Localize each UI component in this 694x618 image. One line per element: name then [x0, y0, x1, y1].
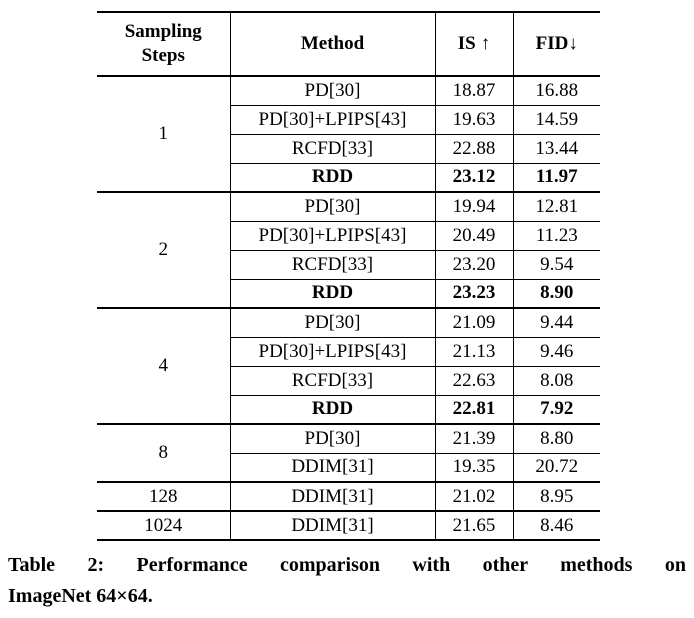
header-sampling-steps-label: Sampling Steps	[124, 21, 202, 66]
is-cell: 21.02	[435, 482, 514, 512]
fid-cell: 14.59	[513, 105, 600, 135]
header-fid: FID↓	[513, 12, 600, 77]
table-row: RCFD[33] 23.20 9.54	[97, 250, 600, 280]
method-cell: PD[30]	[230, 76, 436, 106]
table-row: 1 PD[30] 18.87 16.88	[97, 76, 600, 193]
method-cell: RDD	[230, 163, 436, 193]
header-row: Sampling Steps Method IS ↑ FID↓	[97, 12, 600, 77]
fid-cell: 8.08	[513, 366, 600, 396]
method-cell: RCFD[33]	[230, 250, 436, 280]
is-cell: 20.49	[435, 221, 514, 251]
is-cell: 21.39	[435, 424, 514, 454]
header-sampling-steps: Sampling Steps	[97, 12, 231, 77]
is-cell: 23.12	[435, 163, 514, 193]
table-row: RDD 23.23 8.90	[97, 279, 600, 309]
method-cell: PD[30]	[230, 424, 436, 454]
method-cell: RCFD[33]	[230, 366, 436, 396]
fid-cell: 9.54	[513, 250, 600, 280]
table-row: RCFD[33] 22.88 13.44	[97, 134, 600, 164]
table-row: 128 DDIM[31] 21.02 8.95	[97, 482, 600, 512]
fid-cell: 13.44	[513, 134, 600, 164]
method-cell: PD[30]+LPIPS[43]	[230, 337, 436, 367]
header-is: IS ↑	[435, 12, 514, 77]
header-is-label: IS	[457, 33, 476, 55]
fid-cell: 8.90	[513, 279, 600, 309]
is-cell: 21.13	[435, 337, 514, 367]
fid-cell: 12.81	[513, 192, 600, 222]
table-row: RDD 22.81 7.92	[97, 395, 600, 425]
sampling-steps-cell: 1	[97, 76, 231, 193]
sampling-steps-cell: 1024	[97, 511, 231, 541]
fid-cell: 7.92	[513, 395, 600, 425]
table-row: RDD 23.12 11.97	[97, 163, 600, 193]
method-cell: PD[30]+LPIPS[43]	[230, 105, 436, 135]
caption-line: Table 2: Performance comparison with oth…	[8, 554, 686, 576]
method-cell: RCFD[33]	[230, 134, 436, 164]
method-cell: PD[30]+LPIPS[43]	[230, 221, 436, 251]
table-caption: Table 2: Performance comparison with oth…	[8, 550, 686, 612]
results-table: Sampling Steps Method IS ↑ FID↓ 1 PD[30] 18…	[97, 11, 600, 541]
sampling-steps-cell: 4	[97, 308, 231, 425]
fid-cell: 11.97	[513, 163, 600, 193]
is-cell: 23.20	[435, 250, 514, 280]
down-arrow-icon: ↓	[568, 33, 578, 55]
header-fid-label: FID	[535, 33, 569, 55]
is-cell: 19.94	[435, 192, 514, 222]
sampling-steps-cell: 128	[97, 482, 231, 512]
method-cell: PD[30]	[230, 308, 436, 338]
table-row: PD[30]+LPIPS[43] 20.49 11.23	[97, 221, 600, 251]
is-cell: 22.81	[435, 395, 514, 425]
table-row: 4 PD[30] 21.09 9.44	[97, 308, 600, 425]
caption-line: ImageNet 64×64.	[8, 585, 153, 607]
fid-cell: 20.72	[513, 453, 600, 483]
fid-cell: 11.23	[513, 221, 600, 251]
method-cell: RDD	[230, 395, 436, 425]
method-cell: PD[30]	[230, 192, 436, 222]
method-cell: DDIM[31]	[230, 453, 436, 483]
table-row: DDIM[31] 19.35 20.72	[97, 453, 600, 483]
method-cell: RDD	[230, 279, 436, 309]
table-row: 8 PD[30] 21.39 8.80	[97, 424, 600, 483]
is-cell: 21.09	[435, 308, 514, 338]
fid-cell: 16.88	[513, 76, 600, 106]
table-row: 1024 DDIM[31] 21.65 8.46	[97, 511, 600, 541]
is-cell: 21.65	[435, 511, 514, 541]
is-cell: 22.88	[435, 134, 514, 164]
fid-cell: 8.95	[513, 482, 600, 512]
is-cell: 22.63	[435, 366, 514, 396]
fid-cell: 8.46	[513, 511, 600, 541]
is-cell: 19.35	[435, 453, 514, 483]
fid-cell: 9.46	[513, 337, 600, 367]
table-row: PD[30]+LPIPS[43] 21.13 9.46	[97, 337, 600, 367]
sampling-steps-cell: 2	[97, 192, 231, 309]
header-method: Method	[230, 12, 436, 77]
method-cell: DDIM[31]	[230, 511, 436, 541]
table-row: 2 PD[30] 19.94 12.81	[97, 192, 600, 309]
is-cell: 23.23	[435, 279, 514, 309]
table-row: PD[30]+LPIPS[43] 19.63 14.59	[97, 105, 600, 135]
sampling-steps-cell: 8	[97, 424, 231, 483]
is-cell: 18.87	[435, 76, 514, 106]
up-arrow-icon: ↑	[480, 33, 491, 55]
method-cell: DDIM[31]	[230, 482, 436, 512]
fid-cell: 8.80	[513, 424, 600, 454]
fid-cell: 9.44	[513, 308, 600, 338]
is-cell: 19.63	[435, 105, 514, 135]
table-row: RCFD[33] 22.63 8.08	[97, 366, 600, 396]
